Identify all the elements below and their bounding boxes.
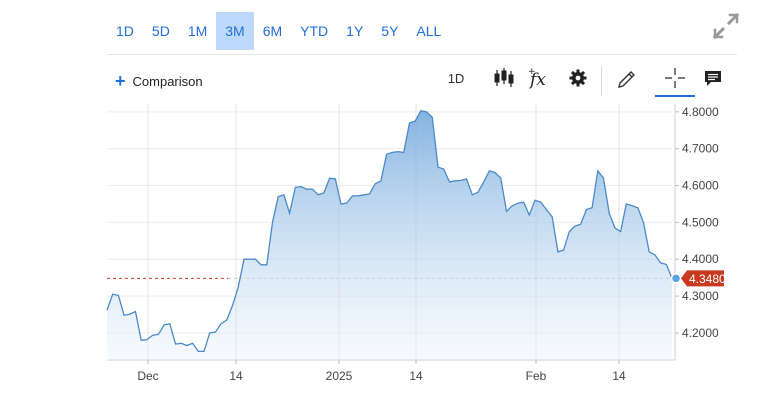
x-tick-label: 14 [612,369,626,383]
plus-icon: + [115,71,126,91]
range-ytd-button[interactable]: YTD [300,23,329,39]
comparison-button[interactable]: + Comparison [115,71,203,91]
svg-text:fx: fx [528,70,546,90]
range-5y-button[interactable]: 5Y [381,23,399,39]
interval-button[interactable]: 1D [447,70,465,86]
y-tick-label: 4.5000 [682,215,719,229]
last-price-badge [681,270,724,287]
crosshair-icon[interactable] [659,62,691,94]
range-1m-button[interactable]: 1M [187,23,208,39]
x-tick-label: 14 [409,369,423,383]
price-area [107,110,672,360]
header-divider [107,54,737,55]
price-line [106,109,673,353]
toolbar-separator [601,66,602,96]
y-tick-label: 4.4000 [682,252,719,266]
last-price-marker [670,273,682,284]
y-tick-label: 4.8000 [682,105,719,119]
expand-icon[interactable] [710,10,742,42]
fx-icon[interactable]: fx + [524,62,556,94]
gear-icon[interactable] [562,62,594,94]
y-tick-label: 4.2000 [682,326,719,340]
range-3m-button[interactable]: 3M [216,12,254,50]
y-tick-label: 4.6000 [682,179,719,193]
x-tick-label: 2025 [326,369,353,383]
pencil-icon[interactable] [611,62,643,94]
y-tick-label: 4.3000 [682,289,719,303]
svg-text:+: + [528,67,536,77]
crosshair-active-indicator [655,95,695,97]
x-tick-label: Dec [137,369,158,383]
range-1y-button[interactable]: 1Y [346,23,364,39]
comparison-label: Comparison [132,73,203,89]
comment-icon[interactable] [697,62,729,94]
range-1d-button[interactable]: 1D [116,23,134,39]
range-6m-button[interactable]: 6M [262,23,283,39]
candlestick-icon[interactable] [488,62,520,94]
x-tick-label: Feb [526,369,547,383]
x-tick-label: 14 [229,369,243,383]
range-selector: 1D 5D 1M 3M 6M YTD 1Y 5Y ALL [107,12,450,50]
range-all-button[interactable]: ALL [416,23,442,39]
last-price-label: 4.3480 [689,272,726,286]
y-tick-label: 4.7000 [682,142,719,156]
range-5d-button[interactable]: 5D [151,23,170,39]
